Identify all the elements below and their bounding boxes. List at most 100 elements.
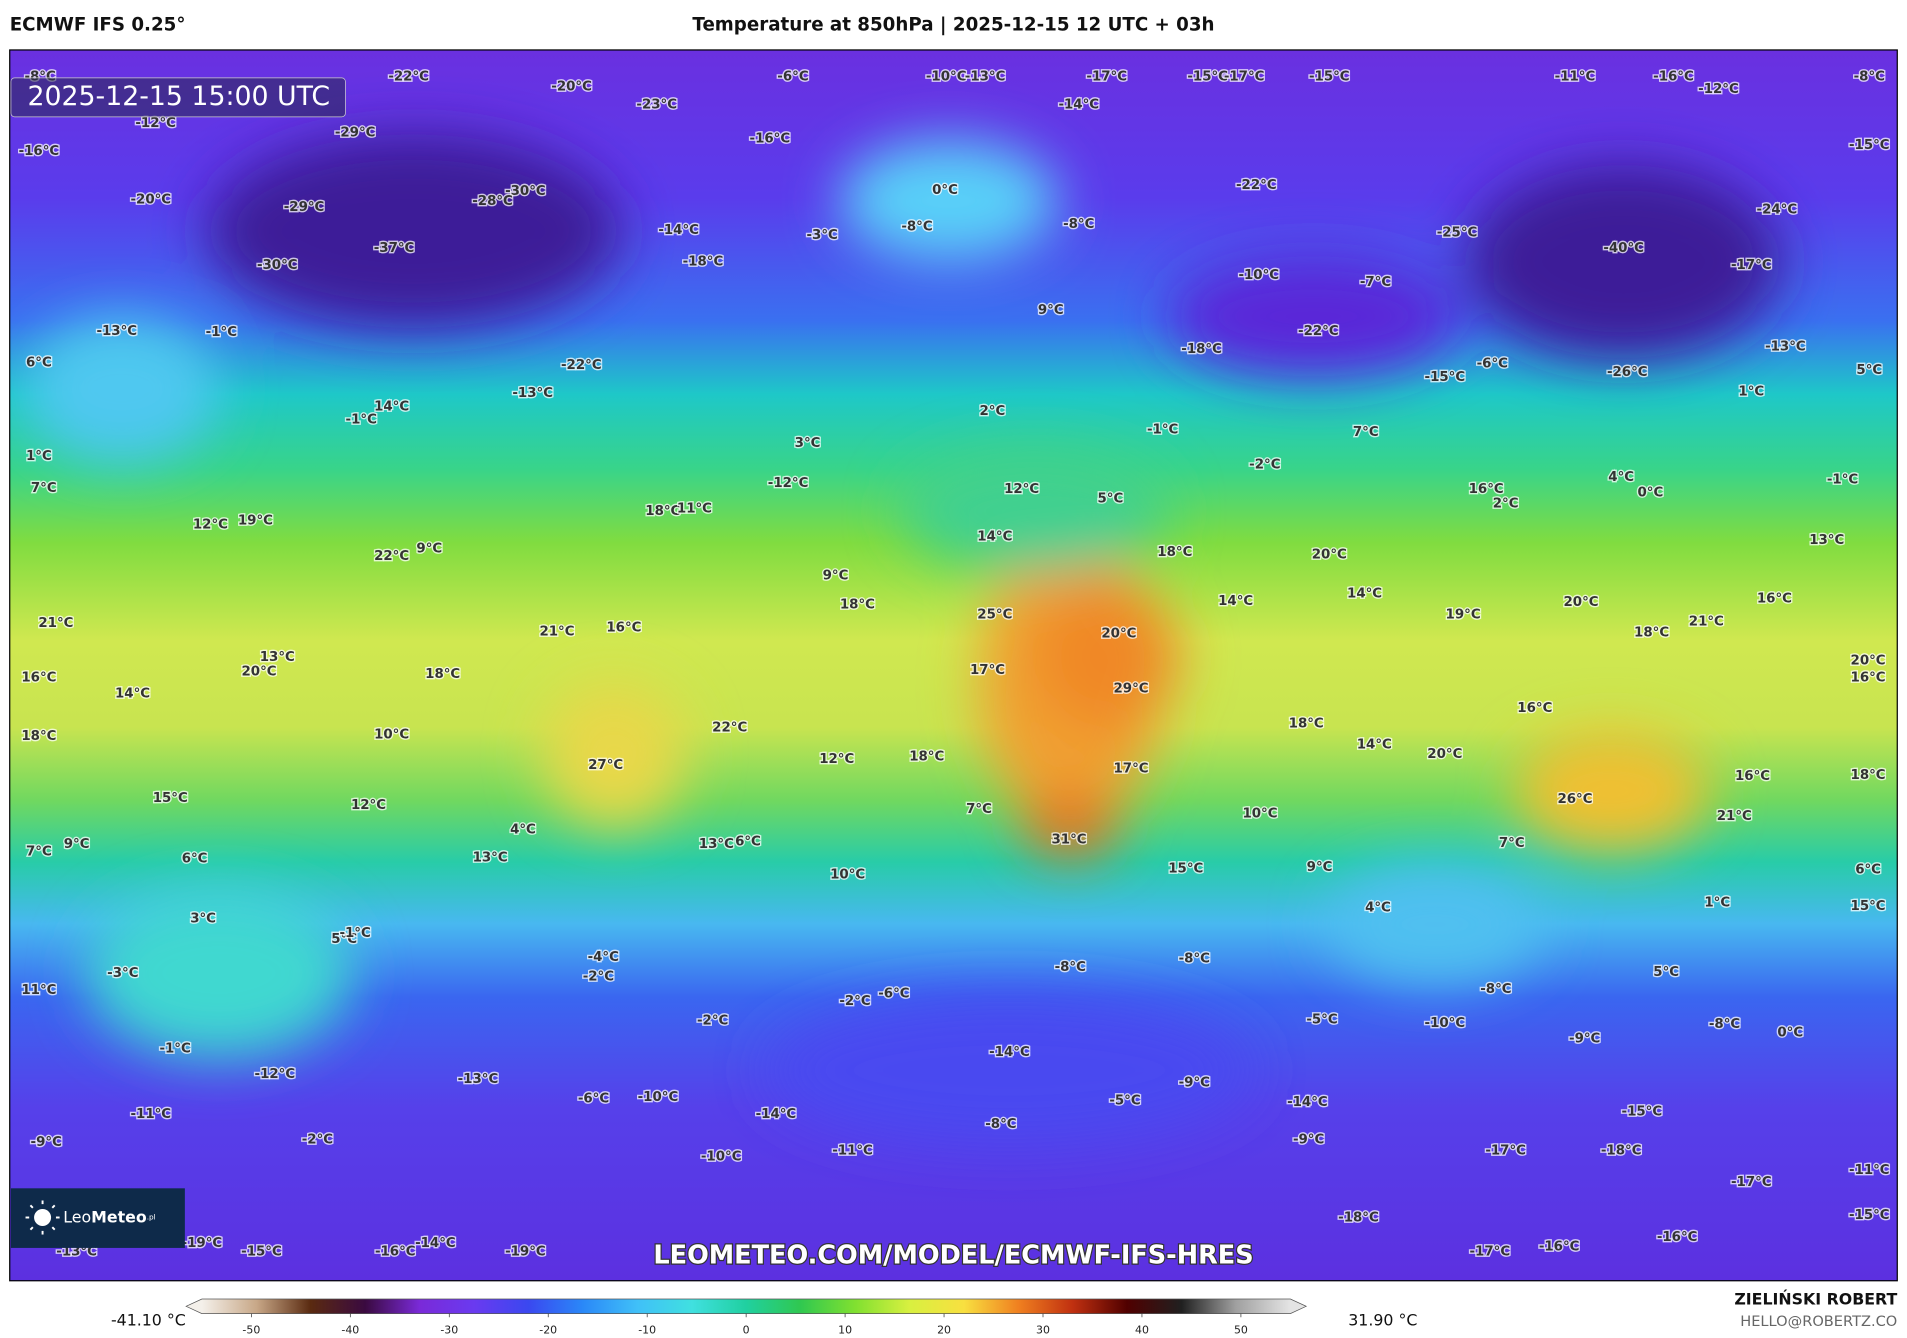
temperature-label: 17°C (970, 663, 1005, 678)
temperature-label: -8°C (1063, 217, 1094, 232)
temperature-label: 18°C (1289, 717, 1324, 732)
logo-rays (25, 1200, 60, 1235)
temperature-label: 20°C (1312, 548, 1347, 563)
temperature-label: 14°C (115, 686, 150, 701)
temperature-label: 5°C (1856, 363, 1882, 378)
temperature-label: -10°C (701, 1150, 742, 1165)
temperature-label: -6°C (578, 1091, 609, 1106)
temperature-label: 9°C (64, 837, 90, 852)
temperature-label: 5°C (1097, 492, 1123, 507)
colorbar-max: 31.90 °C (1348, 1310, 1417, 1329)
temperature-label: -11°C (130, 1107, 171, 1122)
temperature-label: 14°C (977, 529, 1012, 544)
temperature-label: 14°C (1218, 594, 1253, 609)
colorbar-tick-label: -20 (539, 1324, 557, 1337)
temperature-label: -9°C (1569, 1032, 1600, 1047)
colorbar-tick-label: 10 (838, 1324, 852, 1337)
temperature-label: 0°C (932, 183, 958, 198)
temperature-label: -2°C (697, 1013, 728, 1028)
temperature-label: -6°C (777, 70, 808, 85)
temperature-label: 21°C (1689, 615, 1724, 630)
temperature-label: -13°C (512, 386, 553, 401)
temperature-label: -1°C (206, 325, 237, 340)
temperature-label: 0°C (1777, 1026, 1803, 1041)
temperature-label: -14°C (658, 223, 699, 238)
colorbar-tick-label: 0 (743, 1324, 750, 1337)
temperature-label: 7°C (1353, 425, 1379, 440)
temperature-label: -8°C (1480, 982, 1511, 997)
temperature-label: 20°C (1564, 595, 1599, 610)
temperature-label: 27°C (588, 758, 623, 773)
temperature-label: -12°C (768, 476, 809, 491)
temperature-label: 2°C (980, 404, 1006, 419)
colorbar-tick-label: 40 (1135, 1324, 1149, 1337)
temperature-label: 1°C (1704, 896, 1730, 911)
temperature-label: -10°C (1238, 268, 1279, 283)
temperature-label: -1°C (1827, 472, 1858, 487)
temperature-label: 13°C (1809, 533, 1844, 548)
colorbar-tick-label: 50 (1234, 1324, 1248, 1337)
temperature-label: -4°C (588, 950, 619, 965)
temperature-label: -13°C (458, 1072, 499, 1087)
temperature-label: 14°C (1357, 737, 1392, 752)
temperature-label: 16°C (606, 621, 641, 636)
colorbar-tick-label: 30 (1036, 1324, 1050, 1337)
temperature-label: 18°C (425, 667, 460, 682)
temperature-label: -8°C (985, 1117, 1016, 1132)
temperature-label: 16°C (1735, 769, 1770, 784)
colorbar-tick-label: -30 (440, 1324, 458, 1337)
temperature-label: 18°C (840, 598, 875, 613)
temperature-label: -37°C (374, 241, 415, 256)
temperature-label: -2°C (302, 1133, 333, 1148)
temperature-label: 7°C (31, 481, 57, 496)
temperature-label: -18°C (1338, 1211, 1379, 1226)
logo-part: Meteo (91, 1207, 147, 1226)
map-frame (9, 49, 1898, 1282)
colorbar: -50 -40 -30 -20 -10 0 10 20 30 40 50 (185, 1298, 1308, 1337)
logo: LeoMeteo.pl (10, 1188, 185, 1248)
temperature-label: -17°C (1470, 1245, 1511, 1260)
temperature-label: 16°C (1757, 591, 1792, 606)
temperature-label: 18°C (21, 729, 56, 744)
temperature-label: -1°C (339, 926, 370, 941)
temperature-label: -11°C (1555, 70, 1596, 85)
temperature-label: 9°C (416, 542, 442, 557)
temperature-label: -17°C (1224, 70, 1265, 85)
model-name: ECMWF IFS 0.25° (10, 15, 186, 36)
colorbar-bar (185, 1298, 1308, 1314)
time-box (10, 77, 346, 118)
temperature-label: 7°C (26, 844, 52, 859)
temperature-label: -15°C (1425, 370, 1466, 385)
temperature-label: -8°C (1179, 951, 1210, 966)
colorbar-tick-label: -10 (638, 1324, 656, 1337)
temperature-label: 15°C (1168, 861, 1203, 876)
temperature-label: -17°C (1485, 1144, 1526, 1159)
temperature-label: -16°C (375, 1245, 416, 1260)
temperature-label: 16°C (21, 671, 56, 686)
temperature-label: -7°C (1360, 275, 1391, 290)
temperature-label: -24°C (1757, 202, 1798, 217)
temperature-label: -28°C (472, 194, 513, 209)
temperature-label: 18°C (1634, 626, 1669, 641)
temperature-label: 10°C (374, 728, 409, 743)
temperature-label: 16°C (1517, 701, 1552, 716)
colorbar-tick-label: -40 (341, 1324, 359, 1337)
temperature-label: -25°C (1437, 225, 1478, 240)
temperature-label: -3°C (806, 228, 837, 243)
temperature-label: 5°C (331, 932, 357, 947)
temperature-label: 11°C (677, 501, 712, 516)
temperature-label: -30°C (505, 184, 546, 199)
temperature-label: 15°C (1851, 899, 1886, 914)
temperature-label: 12°C (1004, 482, 1039, 497)
temperature-label: 9°C (823, 568, 849, 583)
temperature-label: -18°C (1601, 1144, 1642, 1159)
temperature-label: 6°C (1855, 863, 1881, 878)
map-title: Temperature at 850hPa | 2025-12-15 12 UT… (692, 15, 1214, 36)
temperature-label: -23°C (636, 98, 677, 113)
temperature-label: 10°C (830, 868, 865, 883)
temperature-label: 6°C (735, 835, 761, 850)
temperature-label: -6°C (1477, 357, 1508, 372)
temperature-label: -14°C (1287, 1095, 1328, 1110)
temperature-label: -17°C (1086, 70, 1127, 85)
